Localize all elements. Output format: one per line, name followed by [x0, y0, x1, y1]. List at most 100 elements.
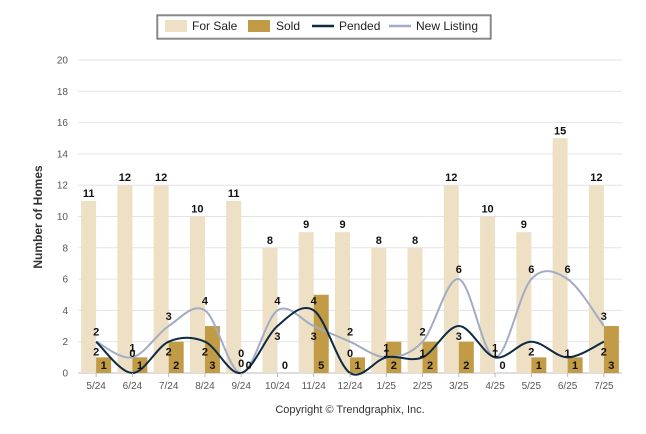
bar-sold [96, 357, 112, 373]
bar-for-sale [371, 247, 387, 373]
y-tick-label: 10 [57, 212, 69, 223]
label-pended: 0 [347, 348, 353, 360]
label-sold: 0 [246, 360, 252, 372]
y-tick-label: 0 [62, 369, 68, 380]
label-sold: 3 [209, 360, 215, 372]
x-tick-label: 11/24 [302, 381, 327, 392]
x-tick-label: 1/25 [377, 381, 397, 392]
x-tick-label: 7/25 [594, 381, 614, 392]
label-for-sale: 10 [191, 204, 203, 216]
label-for-sale: 15 [554, 125, 566, 137]
label-pended: 2 [93, 347, 99, 359]
bar-sold [132, 357, 148, 373]
bar-sold [603, 326, 619, 373]
line-new-listing [95, 270, 605, 375]
label-new-listing: 1 [129, 342, 135, 354]
label-pended: 2 [528, 347, 534, 359]
legend-label-new-listing: New Listing [416, 19, 478, 33]
label-pended: 2 [601, 347, 607, 359]
legend-label-pended: Pended [339, 19, 380, 33]
bar-sold [531, 357, 547, 373]
x-tick-label: 7/24 [159, 381, 179, 392]
label-pended: 0 [129, 348, 135, 360]
y-tick-label: 8 [62, 243, 68, 254]
x-tick-label: 5/24 [86, 381, 106, 392]
label-sold: 2 [173, 360, 179, 372]
label-sold: 1 [536, 360, 542, 372]
bar-for-sale [226, 200, 242, 373]
label-for-sale: 12 [119, 172, 131, 184]
label-for-sale: 12 [590, 172, 602, 184]
bars [81, 138, 619, 373]
y-tick-label: 14 [57, 149, 69, 160]
x-tick-label: 6/25 [558, 381, 578, 392]
label-for-sale: 9 [303, 219, 309, 231]
label-sold: 1 [572, 360, 578, 372]
bar-for-sale [153, 185, 169, 373]
bar-sold [204, 326, 220, 373]
bar-for-sale [480, 216, 496, 373]
x-tick-label: 4/25 [485, 381, 505, 392]
label-new-listing: 6 [565, 264, 571, 276]
line-pended [95, 307, 605, 376]
label-sold: 2 [427, 360, 433, 372]
y-axis-title: Number of Homes [31, 165, 45, 269]
label-new-listing: 3 [601, 311, 607, 323]
label-sold: 1 [137, 360, 143, 372]
label-pended: 3 [274, 331, 280, 343]
legend-label-for-sale: For Sale [192, 19, 238, 33]
label-new-listing: 4 [202, 295, 209, 307]
label-sold: 2 [391, 360, 397, 372]
label-pended: 1 [383, 348, 389, 360]
y-tick-label: 16 [57, 118, 69, 129]
legend: For Sale Sold Pended New Listing [156, 14, 492, 40]
label-for-sale: 10 [481, 204, 493, 216]
bar-sold [168, 341, 184, 373]
label-new-listing: 2 [93, 327, 99, 339]
bar-for-sale [117, 185, 133, 373]
bar-for-sale [81, 200, 97, 373]
label-new-listing: 6 [456, 264, 462, 276]
label-for-sale: 11 [228, 188, 240, 200]
bar-for-sale [189, 216, 205, 373]
label-pended: 1 [565, 348, 571, 360]
legend-label-sold: Sold [276, 19, 300, 33]
label-sold: 5 [318, 360, 324, 372]
y-tick-label: 2 [62, 337, 68, 348]
bar-for-sale [407, 247, 423, 373]
label-sold: 0 [282, 360, 288, 372]
label-sold: 3 [608, 360, 614, 372]
label-new-listing: 2 [419, 327, 425, 339]
bar-sold [458, 341, 474, 373]
bar-sold [567, 357, 583, 373]
bar-sold [422, 341, 438, 373]
label-new-listing: 0 [238, 358, 244, 370]
label-pended: 1 [492, 348, 498, 360]
label-pended: 0 [238, 348, 244, 360]
y-tick-label: 6 [62, 275, 68, 286]
x-tick-label: 2/25 [413, 381, 433, 392]
x-axis: 5/24 6/24 7/24 8/24 9/24 10/24 11/24 12/24 1/25 2… [86, 373, 614, 392]
label-new-listing: 6 [528, 264, 534, 276]
label-for-sale: 9 [339, 219, 345, 231]
label-for-sale: 8 [412, 235, 418, 247]
x-tick-label: 3/25 [449, 381, 469, 392]
label-new-listing: 1 [383, 342, 389, 354]
label-for-sale: 12 [155, 172, 167, 184]
bar-for-sale [516, 232, 532, 373]
bar-for-sale [262, 247, 278, 373]
lines [95, 270, 605, 376]
copyright: Copyright © Trendgraphix, Inc. [275, 404, 424, 416]
label-pended: 2 [202, 347, 208, 359]
x-tick-label: 9/24 [231, 381, 251, 392]
label-for-sale: 12 [445, 172, 457, 184]
label-pended: 1 [419, 348, 425, 360]
label-sold: 2 [463, 360, 469, 372]
label-new-listing: 2 [347, 327, 353, 339]
label-for-sale: 9 [521, 219, 527, 231]
x-tick-label: 10/24 [265, 381, 290, 392]
label-sold: 0 [500, 360, 506, 372]
label-sold: 1 [354, 360, 360, 372]
label-new-listing: 3 [166, 311, 172, 323]
